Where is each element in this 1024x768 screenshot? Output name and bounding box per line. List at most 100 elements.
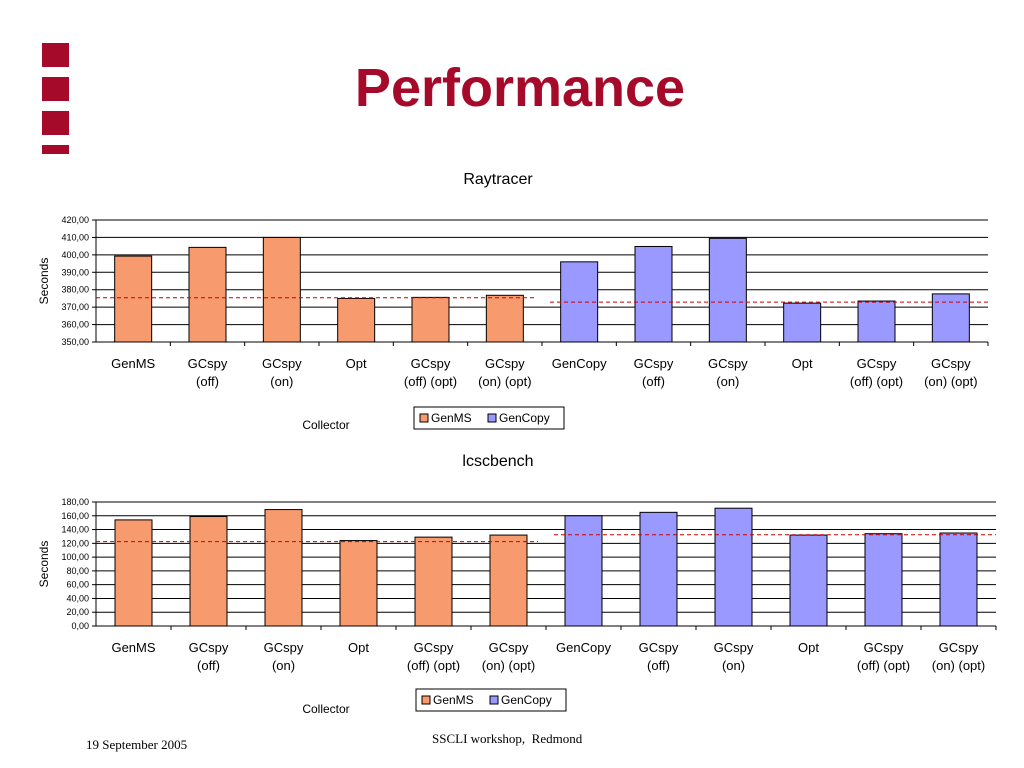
bar-gencopy — [857, 300, 896, 343]
x-category-label: GCspy — [264, 640, 304, 655]
x-category-label: (off) (opt) — [407, 658, 460, 673]
bar-genms — [114, 255, 153, 343]
x-category-label: GCspy — [857, 356, 897, 371]
chart-title: lcscbench — [462, 453, 533, 470]
x-category-label: (on) — [272, 658, 295, 673]
y-tick-label: 140,00 — [61, 525, 89, 535]
bar-genms — [264, 509, 303, 627]
bar-gencopy — [708, 237, 747, 343]
legend: GenMS GenCopy — [413, 406, 565, 430]
y-tick-label: 100,00 — [61, 552, 89, 562]
x-category-label: (off) — [642, 374, 665, 389]
footer-venue: SSCLI workshop, Redmond — [432, 731, 583, 746]
bar-genms — [339, 540, 378, 627]
logo-block-3 — [42, 111, 69, 135]
legend-swatch-genms — [419, 413, 429, 423]
bar-gencopy — [931, 293, 970, 343]
y-tick-label: 80,00 — [66, 566, 89, 576]
bar-genms — [485, 294, 524, 343]
x-category-label: (on) — [716, 374, 739, 389]
bar-genms — [262, 236, 301, 343]
y-tick-label: 160,00 — [61, 511, 89, 521]
bar-genms — [188, 246, 227, 343]
x-category-label: GCspy — [639, 640, 679, 655]
slide-title: Performance — [354, 58, 686, 118]
x-category-label: (on) — [270, 374, 293, 389]
y-tick-label: 40,00 — [66, 593, 89, 603]
legend-swatch-gencopy — [489, 695, 499, 705]
x-category-label: (off) (opt) — [404, 374, 457, 389]
y-tick-label: 0,00 — [71, 621, 89, 631]
x-category-label: GCspy — [864, 640, 904, 655]
x-axis-label: Collector — [302, 702, 349, 716]
y-axis-label: Seconds — [37, 258, 51, 305]
x-category-label: GCspy — [931, 356, 971, 371]
y-tick-label: 370,00 — [61, 302, 89, 312]
x-category-label: GCspy — [414, 640, 454, 655]
legend-label-genms: GenMS — [431, 411, 472, 425]
bar-gencopy — [639, 511, 678, 627]
x-category-label: (off) (opt) — [850, 374, 903, 389]
y-tick-label: 180,00 — [61, 497, 89, 507]
x-category-label: GenCopy — [556, 640, 611, 655]
x-category-label: Opt — [798, 640, 819, 655]
x-category-label: Opt — [346, 356, 367, 371]
bar-gencopy — [634, 245, 673, 343]
chart-title: Raytracer — [463, 171, 533, 188]
y-tick-label: 420,00 — [61, 215, 89, 225]
x-category-label: (on) — [722, 658, 745, 673]
bar-genms — [489, 534, 528, 627]
logo-block-2 — [42, 77, 69, 101]
x-category-label: Opt — [348, 640, 369, 655]
x-category-label: (on) (opt) — [924, 374, 977, 389]
y-tick-label: 60,00 — [66, 580, 89, 590]
bar-gencopy — [783, 302, 822, 343]
legend: GenMS GenCopy — [415, 688, 567, 712]
logo-block-4 — [42, 145, 69, 154]
y-tick-label: 360,00 — [61, 320, 89, 330]
bar-gencopy — [714, 507, 753, 627]
x-category-label: (off) — [647, 658, 670, 673]
bar-genms — [414, 536, 453, 627]
y-tick-label: 400,00 — [61, 250, 89, 260]
legend-label-genms: GenMS — [433, 693, 474, 707]
y-tick-label: 380,00 — [61, 285, 89, 295]
y-tick-label: 390,00 — [61, 267, 89, 277]
y-tick-label: 20,00 — [66, 607, 89, 617]
bar-genms — [411, 296, 450, 343]
x-category-label: GCspy — [188, 356, 228, 371]
x-category-label: (on) (opt) — [478, 374, 531, 389]
x-category-label: GCspy — [489, 640, 529, 655]
x-axis-label: Collector — [302, 418, 349, 432]
legend-label-gencopy: GenCopy — [499, 411, 550, 425]
legend-swatch-gencopy — [487, 413, 497, 423]
bar-gencopy — [789, 534, 828, 627]
x-category-label: GCspy — [708, 356, 748, 371]
legend-label-gencopy: GenCopy — [501, 693, 552, 707]
x-category-label: (on) (opt) — [932, 658, 985, 673]
x-category-label: GCspy — [485, 356, 525, 371]
x-category-label: (off) — [196, 374, 219, 389]
x-category-label: Opt — [792, 356, 813, 371]
x-category-label: GenMS — [111, 356, 155, 371]
x-category-label: (off) (opt) — [857, 658, 910, 673]
bar-genms — [189, 515, 228, 627]
x-category-label: GCspy — [411, 356, 451, 371]
x-category-label: GCspy — [262, 356, 302, 371]
x-category-label: GCspy — [939, 640, 979, 655]
bar-gencopy — [864, 533, 903, 627]
x-category-label: GCspy — [189, 640, 229, 655]
chart-raytracer: Raytracer 350,00 360,00 370,00 380,00 390,00 4… — [37, 171, 989, 432]
bar-gencopy — [564, 515, 603, 627]
x-category-label: (off) — [197, 658, 220, 673]
chart-lcscbench: lcscbench 0,00 20,00 40,00 60,00 80,00 100,00 1… — [37, 453, 997, 716]
logo-block-1 — [42, 43, 69, 67]
x-category-label: GenMS — [111, 640, 155, 655]
bar-gencopy — [939, 532, 978, 627]
x-category-label: GCspy — [634, 356, 674, 371]
bar-genms — [337, 297, 376, 343]
y-tick-label: 120,00 — [61, 538, 89, 548]
footer-date: 19 September 2005 — [86, 737, 188, 752]
y-tick-label: 410,00 — [61, 232, 89, 242]
legend-swatch-genms — [421, 695, 431, 705]
